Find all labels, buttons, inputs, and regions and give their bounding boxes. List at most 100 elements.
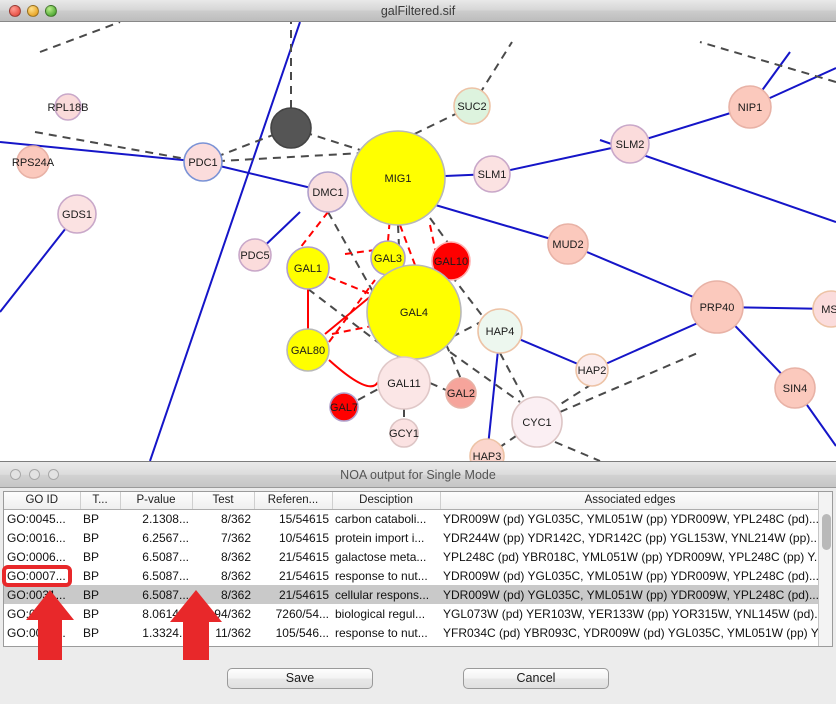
network-node-unlabeled[interactable]	[270, 107, 312, 149]
cell-description: galactose meta...	[335, 549, 427, 564]
cell-type: BP	[80, 642, 120, 647]
cell-test: 11/362	[192, 642, 254, 647]
column-header-reference[interactable]: Referen...	[254, 492, 333, 510]
cell-reference: 10/54615	[278, 530, 329, 545]
table-body: GO:0045... BP 2.1308... 8/362 15/54615 carbon…	[4, 509, 818, 646]
table-row[interactable]: GO:0016... BP 6.2567... 7/362 10/54615 protei…	[4, 528, 818, 547]
network-node-slm2[interactable]	[610, 124, 650, 164]
table-row[interactable]: GO:0031... BP 1.3324... 11/362 105/546... res…	[4, 623, 818, 642]
network-node-gal80[interactable]	[286, 328, 330, 372]
column-header-test[interactable]: Test	[192, 492, 255, 510]
table-row[interactable]: GO:0007... BP 6.5087... 8/362 21/54615 respon…	[4, 566, 818, 585]
network-node-pdc5[interactable]	[238, 238, 272, 272]
noa-results-table[interactable]: GO ID T... P-value Test Referen... Desci…	[4, 492, 818, 646]
zoom-button-icon[interactable]	[45, 4, 57, 17]
network-node-rps24a[interactable]	[16, 145, 50, 179]
network-node-suc2[interactable]	[453, 87, 491, 125]
cell-type: BP	[83, 530, 100, 545]
cell-edges: YGL073W (pd) YER103W, YER133W (pp) YOR31…	[443, 606, 818, 621]
cell-reference: 7260/54...	[275, 606, 329, 621]
cell-go-id: GO:0031...	[4, 642, 80, 647]
cell-type: BP	[83, 625, 100, 640]
dialog-title: NOA output for Single Mode	[340, 467, 496, 482]
network-node-pdc1[interactable]	[183, 142, 223, 182]
scrollbar-thumb[interactable]	[822, 514, 831, 550]
table-row[interactable]: GO:0031... BP 6.5087... 8/362 21/54615 cellul…	[4, 585, 818, 604]
cell-reference: 15/54615	[278, 511, 329, 526]
cell-go-id: GO:0006...	[7, 549, 66, 564]
cell-test: 8/362	[220, 511, 251, 526]
close-button-icon[interactable]	[9, 4, 21, 17]
column-header-type[interactable]: T...	[80, 492, 121, 510]
network-node-nip1[interactable]	[728, 85, 772, 129]
network-nodes[interactable]	[16, 85, 836, 461]
network-node-msi[interactable]	[812, 290, 836, 328]
dialog-button-row: Save Cancel	[0, 658, 836, 698]
cell-test: 94/362	[214, 606, 251, 621]
cell-description: cellular respons...	[332, 585, 440, 604]
cell-p-value: 6.5087...	[142, 549, 189, 564]
network-node-rpl18b[interactable]	[54, 93, 82, 121]
network-node-gcy1[interactable]	[389, 418, 419, 448]
cancel-button[interactable]: Cancel	[463, 667, 609, 689]
cell-test: 8/362	[220, 568, 251, 583]
table-row[interactable]: GO:0065... BP 8.0614... 94/362 7260/54... bio…	[4, 604, 818, 623]
network-node-sin4[interactable]	[774, 367, 816, 409]
network-node-hap3[interactable]	[469, 438, 505, 461]
network-node-gal7[interactable]	[329, 392, 359, 422]
save-button[interactable]: Save	[227, 667, 373, 689]
network-node-hap2[interactable]	[575, 353, 609, 387]
cell-edges: YPL248C (pd) YBR018C, YML051W (pp) YDR00…	[443, 549, 818, 564]
minimize-button-icon[interactable]	[27, 4, 39, 17]
network-node-gal10[interactable]	[431, 241, 471, 281]
column-header-go-id[interactable]: GO ID	[4, 492, 81, 510]
network-node-gal11[interactable]	[377, 356, 431, 410]
cell-edges: YFR034C (pd) YBR093C, YDR009W (pd) YGL03…	[440, 642, 818, 647]
cell-reference: 105/546...	[254, 642, 332, 647]
cell-type: BP	[83, 549, 100, 564]
cell-edges: YFR034C (pd) YBR093C, YDR009W (pd) YGL03…	[443, 625, 818, 640]
cell-description: response to nut...	[335, 568, 428, 583]
network-canvas[interactable]: RPL18B RPS24A GDS1 PDC1 PDC5 SUC2 MIG1 SLM1 SLM2…	[0, 22, 836, 461]
cell-description: cellular respons...	[332, 642, 440, 647]
network-node-hap4[interactable]	[477, 308, 523, 354]
network-node-gal4[interactable]	[366, 264, 462, 360]
cell-p-value: 1.3324...	[120, 642, 192, 647]
table-vertical-scrollbar[interactable]	[818, 492, 832, 646]
cell-reference: 21/54615	[278, 549, 329, 564]
network-node-gal1[interactable]	[286, 246, 330, 290]
network-node-slm1[interactable]	[473, 155, 511, 193]
dialog-zoom-icon[interactable]	[48, 469, 59, 480]
cell-go-id: GO:0031...	[7, 625, 66, 640]
cell-test: 8/362	[220, 549, 251, 564]
cell-description: protein import i...	[335, 530, 425, 545]
cell-go-id: GO:0016...	[7, 530, 66, 545]
cell-description: carbon cataboli...	[335, 511, 427, 526]
network-node-dmc1[interactable]	[307, 171, 349, 213]
column-header-p-value[interactable]: P-value	[120, 492, 193, 510]
table-row[interactable]: GO:0006... BP 6.5087... 8/362 21/54615 galact…	[4, 547, 818, 566]
column-header-description[interactable]: Desciption	[332, 492, 441, 510]
network-node-mud2[interactable]	[547, 223, 589, 265]
network-node-gds1[interactable]	[57, 194, 97, 234]
network-node-mig1[interactable]	[350, 130, 446, 226]
noa-results-table-container: GO ID T... P-value Test Referen... Desci…	[3, 491, 833, 647]
column-header-associated-edges[interactable]: Associated edges	[440, 492, 818, 510]
table-row[interactable]: GO:0031...BP1.3324...11/362105/546...cel…	[4, 642, 818, 647]
cell-p-value: 8.0614...	[142, 606, 189, 621]
cell-edges: YDR009W (pd) YGL035C, YML051W (pp) YDR00…	[443, 511, 818, 526]
network-node-gal2[interactable]	[445, 377, 477, 409]
table-row[interactable]: GO:0045... BP 2.1308... 8/362 15/54615 carbon…	[4, 509, 818, 528]
cell-type: BP	[80, 585, 120, 604]
window-titlebar: galFiltered.sif	[0, 0, 836, 22]
cell-p-value: 6.5087...	[120, 585, 192, 604]
cell-p-value: 6.5087...	[142, 568, 189, 583]
network-node-prp40[interactable]	[690, 280, 744, 334]
cell-type: BP	[83, 511, 100, 526]
dialog-close-icon[interactable]	[10, 469, 21, 480]
dialog-minimize-icon[interactable]	[29, 469, 40, 480]
table-header-row: GO ID T... P-value Test Referen... Desci…	[4, 492, 818, 510]
network-node-cyc1[interactable]	[511, 396, 563, 448]
